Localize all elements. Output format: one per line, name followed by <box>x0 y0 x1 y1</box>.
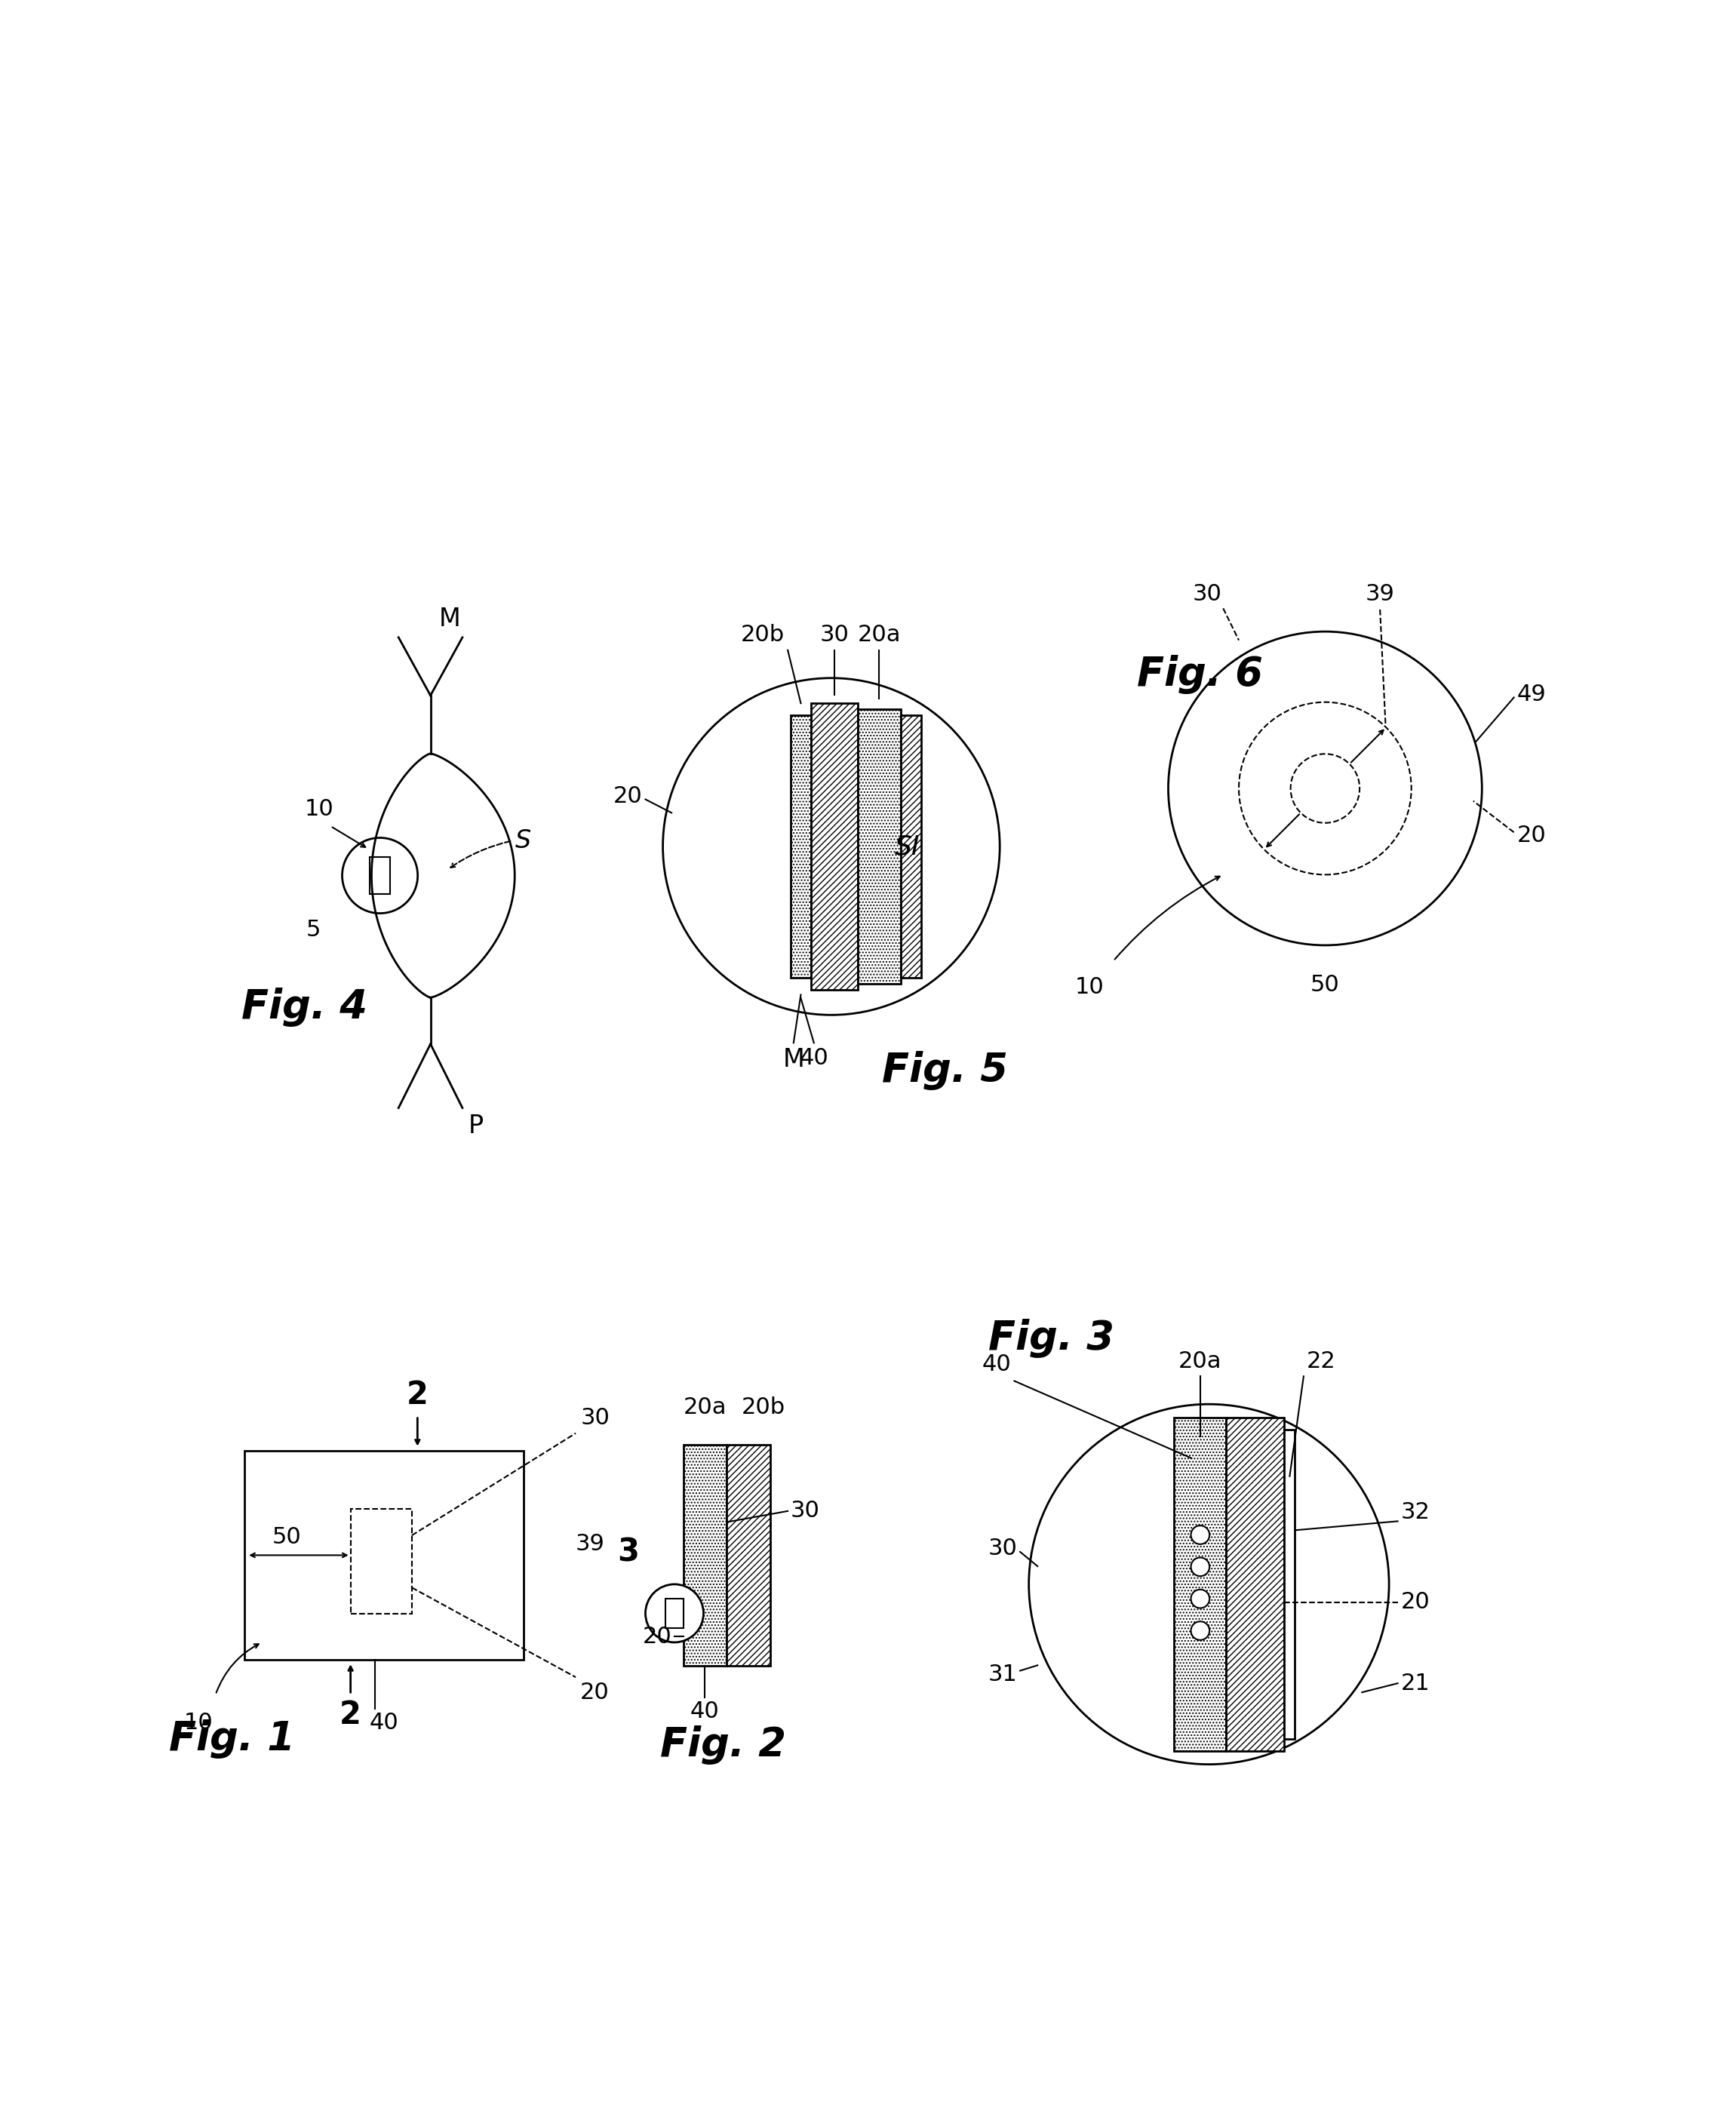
Text: 3: 3 <box>616 1537 639 1569</box>
Circle shape <box>1191 1558 1210 1575</box>
Text: 40: 40 <box>370 1711 399 1735</box>
Text: 20: 20 <box>1401 1592 1430 1614</box>
Text: Fig. 2: Fig. 2 <box>660 1724 786 1765</box>
Text: Fig. 4: Fig. 4 <box>241 986 368 1027</box>
Bar <box>351 1509 411 1614</box>
Text: 30: 30 <box>580 1407 609 1429</box>
Text: P: P <box>469 1114 483 1140</box>
Text: Fig. 3: Fig. 3 <box>988 1318 1115 1359</box>
Text: 20a: 20a <box>684 1397 727 1418</box>
Bar <box>790 714 811 978</box>
Bar <box>1285 1429 1295 1739</box>
Bar <box>1174 1418 1226 1752</box>
Circle shape <box>1191 1622 1210 1639</box>
Circle shape <box>1168 631 1483 946</box>
Text: 32: 32 <box>1401 1501 1430 1522</box>
Text: 5: 5 <box>306 918 321 942</box>
Text: 20a: 20a <box>858 625 901 646</box>
Text: 30: 30 <box>819 625 849 646</box>
Text: 20: 20 <box>613 784 642 808</box>
Text: 30: 30 <box>790 1501 819 1522</box>
Text: 39: 39 <box>1364 583 1394 606</box>
Text: 50: 50 <box>1311 974 1340 997</box>
Bar <box>665 1599 684 1629</box>
Circle shape <box>663 678 1000 1014</box>
Text: Fig. 5: Fig. 5 <box>882 1050 1009 1091</box>
Text: 30: 30 <box>1193 583 1222 606</box>
Text: 20b: 20b <box>741 1397 785 1418</box>
Text: M: M <box>439 606 460 631</box>
Text: S: S <box>516 829 531 853</box>
Text: 20: 20 <box>1517 825 1547 846</box>
Text: 20: 20 <box>580 1682 609 1703</box>
Circle shape <box>646 1584 703 1643</box>
Text: M: M <box>783 1046 804 1072</box>
Text: 40: 40 <box>983 1354 1012 1376</box>
Text: 30: 30 <box>988 1537 1017 1558</box>
Bar <box>684 1446 727 1665</box>
Text: 10: 10 <box>1075 976 1104 999</box>
Bar <box>1226 1418 1285 1752</box>
Bar <box>811 704 858 991</box>
Bar <box>370 857 391 895</box>
Text: Fig. 1: Fig. 1 <box>168 1720 295 1758</box>
Text: 10: 10 <box>184 1711 214 1735</box>
Circle shape <box>342 838 418 914</box>
Text: 20a: 20a <box>1179 1350 1222 1371</box>
Text: 20b: 20b <box>741 625 785 646</box>
Text: 2: 2 <box>406 1380 429 1412</box>
Text: 21: 21 <box>1401 1673 1430 1694</box>
Text: 31: 31 <box>988 1663 1017 1686</box>
Circle shape <box>1240 702 1411 874</box>
Text: 2: 2 <box>340 1699 361 1731</box>
Text: 50: 50 <box>273 1526 302 1548</box>
Text: 22: 22 <box>1307 1350 1335 1371</box>
Bar <box>858 710 901 984</box>
Circle shape <box>1290 755 1359 823</box>
Bar <box>727 1446 771 1665</box>
Text: 49: 49 <box>1517 682 1547 706</box>
Bar <box>245 1450 524 1660</box>
Text: 10: 10 <box>304 799 333 821</box>
Text: SI: SI <box>894 833 920 859</box>
Circle shape <box>1191 1590 1210 1607</box>
Text: 40: 40 <box>691 1701 720 1722</box>
Text: 40: 40 <box>799 1046 828 1069</box>
Text: 39: 39 <box>576 1533 606 1554</box>
Circle shape <box>1029 1403 1389 1765</box>
Bar <box>901 714 922 978</box>
Circle shape <box>1191 1526 1210 1543</box>
Text: 20: 20 <box>642 1626 672 1648</box>
Text: Fig. 6: Fig. 6 <box>1137 655 1262 695</box>
